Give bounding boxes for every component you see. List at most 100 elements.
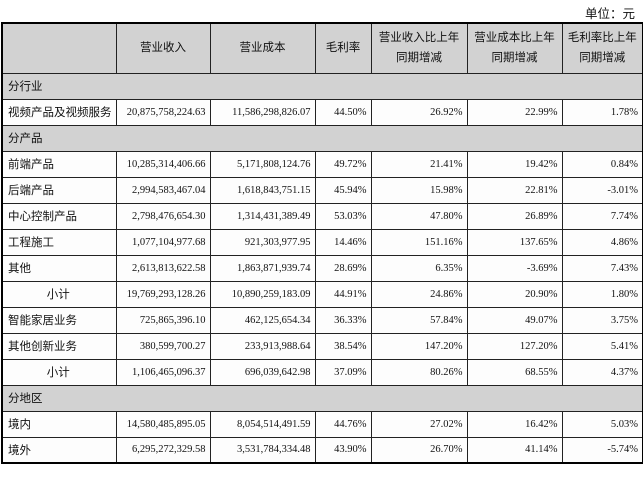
- row-label: 小计: [1, 280, 117, 308]
- row-label: 智能家居业务: [1, 306, 117, 334]
- header-gross-margin: 毛利率: [314, 22, 372, 74]
- section-label: 分地区: [1, 384, 643, 412]
- cell-revenue-yoy: 57.84%: [370, 306, 468, 334]
- cell-gross-margin: 37.09%: [314, 358, 372, 386]
- cell-cost-yoy: 22.99%: [466, 98, 563, 126]
- cell-margin-yoy: 1.80%: [561, 280, 643, 308]
- cell-revenue: 380,599,700.27: [115, 332, 211, 360]
- cell-revenue: 14,580,485,895.05: [115, 410, 211, 438]
- cell-cost: 233,913,988.64: [209, 332, 316, 360]
- cell-revenue-yoy: 151.16%: [370, 228, 468, 256]
- cell-gross-margin: 38.54%: [314, 332, 372, 360]
- table-header: 营业收入 营业成本 毛利率 营业收入比上年 同期增减 营业成本比上年 同期增减 …: [1, 22, 643, 74]
- cell-margin-yoy: 5.03%: [561, 410, 643, 438]
- cell-cost: 3,531,784,334.48: [209, 436, 316, 464]
- cell-cost: 696,039,642.98: [209, 358, 316, 386]
- cell-margin-yoy: -5.74%: [561, 436, 643, 464]
- cell-gross-margin: 36.33%: [314, 306, 372, 334]
- row-label: 中心控制产品: [1, 202, 117, 230]
- cell-cost: 11,586,298,826.07: [209, 98, 316, 126]
- cell-gross-margin: 44.76%: [314, 410, 372, 438]
- cell-revenue-yoy: 26.92%: [370, 98, 468, 126]
- row-label: 视频产品及视频服务: [1, 98, 117, 126]
- cell-gross-margin: 49.72%: [314, 150, 372, 178]
- cell-gross-margin: 44.50%: [314, 98, 372, 126]
- cell-revenue: 6,295,272,329.58: [115, 436, 211, 464]
- unit-label: 单位：元: [584, 7, 635, 21]
- row-label: 工程施工: [1, 228, 117, 256]
- cell-cost: 10,890,259,183.09: [209, 280, 316, 308]
- financial-table: 营业收入 营业成本 毛利率 营业收入比上年 同期增减 营业成本比上年 同期增减 …: [1, 22, 643, 464]
- cell-revenue-yoy: 24.86%: [370, 280, 468, 308]
- table-row: 其他创新业务 380,599,700.27 233,913,988.64 38.…: [1, 332, 643, 360]
- cell-margin-yoy: 0.84%: [561, 150, 643, 178]
- subtotal-row: 小计 1,106,465,096.37 696,039,642.98 37.09…: [1, 358, 643, 386]
- cell-revenue: 1,077,104,977.68: [115, 228, 211, 256]
- header-revenue: 营业收入: [115, 22, 211, 74]
- cell-cost-yoy: -3.69%: [466, 254, 563, 282]
- cell-cost-yoy: 20.90%: [466, 280, 563, 308]
- table-row: 后端产品 2,994,583,467.04 1,618,843,751.15 4…: [1, 176, 643, 204]
- section-label: 分产品: [1, 124, 643, 152]
- cell-cost-yoy: 68.55%: [466, 358, 563, 386]
- header-margin-yoy: 毛利率比上年 同期增减: [561, 22, 643, 74]
- cell-gross-margin: 45.94%: [314, 176, 372, 204]
- cell-gross-margin: 53.03%: [314, 202, 372, 230]
- cell-margin-yoy: 3.75%: [561, 306, 643, 334]
- row-label: 后端产品: [1, 176, 117, 204]
- cell-cost: 1,863,871,939.74: [209, 254, 316, 282]
- table-row: 境内 14,580,485,895.05 8,054,514,491.59 44…: [1, 410, 643, 438]
- section-row-by-product: 分产品: [1, 124, 643, 152]
- cell-margin-yoy: 7.43%: [561, 254, 643, 282]
- row-label: 小计: [1, 358, 117, 386]
- header-cost: 营业成本: [209, 22, 316, 74]
- cell-revenue: 725,865,396.10: [115, 306, 211, 334]
- cell-revenue-yoy: 15.98%: [370, 176, 468, 204]
- cell-cost-yoy: 49.07%: [466, 306, 563, 334]
- header-row-label: [1, 22, 117, 74]
- cell-revenue: 2,798,476,654.30: [115, 202, 211, 230]
- cell-gross-margin: 28.69%: [314, 254, 372, 282]
- cell-cost-yoy: 16.42%: [466, 410, 563, 438]
- section-row-by-industry: 分行业: [1, 72, 643, 100]
- cell-cost-yoy: 137.65%: [466, 228, 563, 256]
- section-label: 分行业: [1, 72, 643, 100]
- cell-cost: 1,314,431,389.49: [209, 202, 316, 230]
- cell-margin-yoy: 1.78%: [561, 98, 643, 126]
- cell-margin-yoy: 7.74%: [561, 202, 643, 230]
- row-label: 其他创新业务: [1, 332, 117, 360]
- header-revenue-yoy: 营业收入比上年 同期增减: [370, 22, 468, 74]
- cell-revenue: 10,285,314,406.66: [115, 150, 211, 178]
- row-label: 境内: [1, 410, 117, 438]
- cell-revenue-yoy: 26.70%: [370, 436, 468, 464]
- cell-cost: 462,125,654.34: [209, 306, 316, 334]
- cell-gross-margin: 14.46%: [314, 228, 372, 256]
- cell-revenue: 20,875,758,224.63: [115, 98, 211, 126]
- table-row: 中心控制产品 2,798,476,654.30 1,314,431,389.49…: [1, 202, 643, 230]
- cell-cost: 8,054,514,491.59: [209, 410, 316, 438]
- cell-cost: 5,171,808,124.76: [209, 150, 316, 178]
- cell-revenue-yoy: 80.26%: [370, 358, 468, 386]
- cell-margin-yoy: 4.86%: [561, 228, 643, 256]
- cell-cost-yoy: 26.89%: [466, 202, 563, 230]
- cell-gross-margin: 44.91%: [314, 280, 372, 308]
- cell-revenue-yoy: 21.41%: [370, 150, 468, 178]
- cell-margin-yoy: -3.01%: [561, 176, 643, 204]
- row-label: 境外: [1, 436, 117, 464]
- table-row: 境外 6,295,272,329.58 3,531,784,334.48 43.…: [1, 436, 643, 464]
- cell-revenue-yoy: 27.02%: [370, 410, 468, 438]
- cell-cost-yoy: 127.20%: [466, 332, 563, 360]
- table-row: 工程施工 1,077,104,977.68 921,303,977.95 14.…: [1, 228, 643, 256]
- cell-cost-yoy: 41.14%: [466, 436, 563, 464]
- table-row: 视频产品及视频服务 20,875,758,224.63 11,586,298,8…: [1, 98, 643, 126]
- row-label: 前端产品: [1, 150, 117, 178]
- cell-cost-yoy: 19.42%: [466, 150, 563, 178]
- cell-margin-yoy: 4.37%: [561, 358, 643, 386]
- subtotal-row: 小计 19,769,293,128.26 10,890,259,183.09 4…: [1, 280, 643, 308]
- cell-revenue: 2,994,583,467.04: [115, 176, 211, 204]
- cell-revenue-yoy: 6.35%: [370, 254, 468, 282]
- cell-revenue: 1,106,465,096.37: [115, 358, 211, 386]
- cell-cost: 1,618,843,751.15: [209, 176, 316, 204]
- section-row-by-region: 分地区: [1, 384, 643, 412]
- cell-revenue-yoy: 147.20%: [370, 332, 468, 360]
